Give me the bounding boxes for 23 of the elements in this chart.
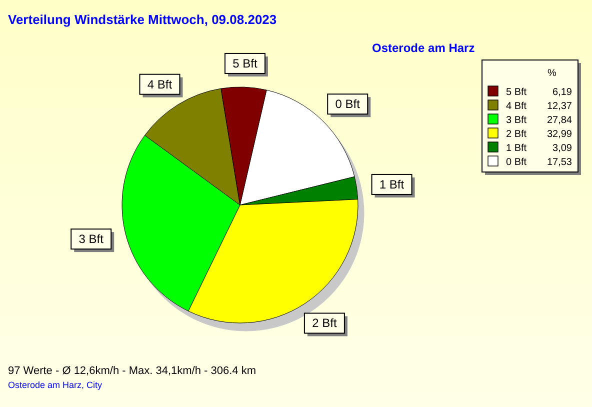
legend-label: 1 Bft [506, 143, 527, 154]
chart-subtitle: Osterode am Harz [372, 41, 475, 55]
data-label: 12,37 [546, 101, 572, 112]
legend-label: 0 Bft [506, 157, 527, 168]
slice-label: 4 Bft [147, 77, 173, 92]
chart-title: Verteilung Windstärke Mittwoch, 09.08.2023 [8, 12, 277, 27]
slice-label: 0 Bft [335, 97, 361, 112]
slice-label: 3 Bft [78, 232, 104, 246]
legend-label: 3 Bft [506, 115, 527, 126]
legend-title: % [548, 68, 557, 79]
slice-label: 1 Bft [379, 177, 405, 192]
data-label: 6,19 [552, 87, 572, 98]
data-label: 17,53 [546, 157, 572, 168]
data-label: 27,84 [546, 115, 572, 126]
slice-label: 5 Bft [232, 56, 258, 70]
slice-label: 2 Bft [312, 316, 338, 330]
legend-label: 4 Bft [506, 101, 527, 112]
text: 97 Werte - Ø 12,6km/h - Max. 34,1km/h - 306.4 km [8, 365, 256, 377]
data-label: 32,99 [546, 129, 572, 140]
data-label: 3,09 [552, 143, 572, 154]
text: Osterode am Harz, City [8, 380, 103, 390]
legend-label: 5 Bft [506, 87, 527, 98]
legend-label: 2 Bft [506, 129, 527, 140]
